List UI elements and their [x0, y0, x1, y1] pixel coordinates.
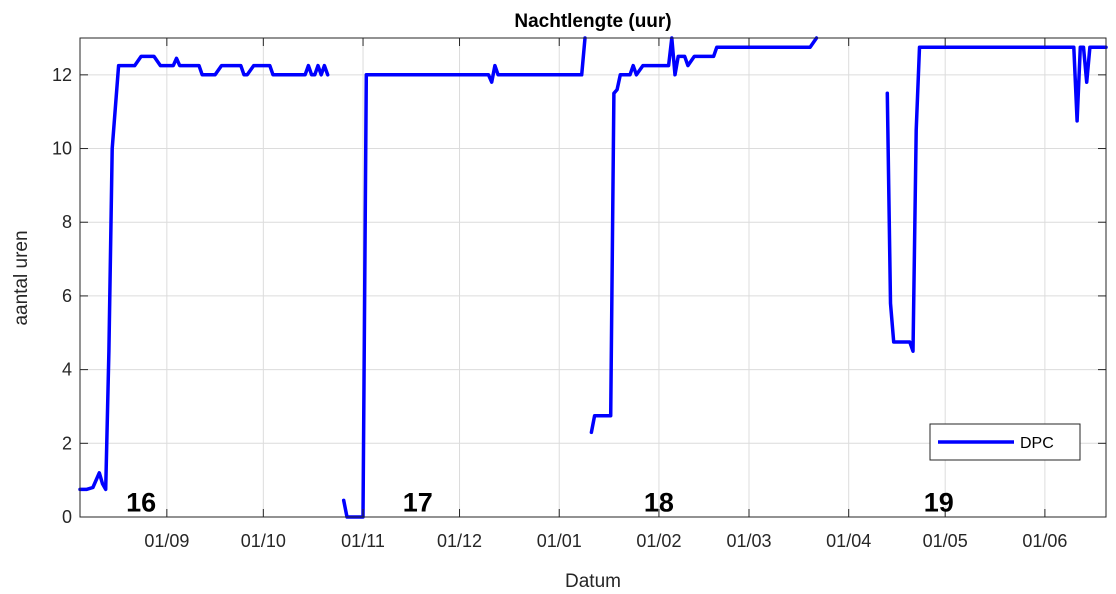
- annotations: 16 17 18 19: [126, 487, 954, 517]
- x-tick-label: 01/06: [1022, 531, 1067, 551]
- y-axis-label: aantal uren: [11, 230, 32, 325]
- legend: DPC: [929, 423, 1081, 461]
- x-tick-label: 01/12: [437, 531, 482, 551]
- y-tick-label: 0: [62, 507, 72, 527]
- x-tick-label: 01/02: [636, 531, 681, 551]
- season-label: 17: [403, 487, 433, 517]
- x-tick-label: 01/11: [341, 531, 385, 551]
- x-tick-label: 01/10: [241, 531, 286, 551]
- y-tick-label: 12: [52, 65, 72, 85]
- y-tick-label: 10: [52, 139, 72, 159]
- season-label: 19: [924, 487, 954, 517]
- season-label: 16: [126, 487, 156, 517]
- season-label: 18: [644, 487, 674, 517]
- series-line-dpc-segment-4: [885, 45, 1108, 353]
- y-tick-label: 6: [62, 286, 72, 306]
- series-line-dpc-segment-1: [78, 54, 330, 492]
- x-tick-label: 01/04: [826, 531, 871, 551]
- y-tick-label: 8: [62, 212, 72, 232]
- legend-label-dpc: DPC: [1020, 435, 1054, 452]
- chart-title: Nachtlengte (uur): [514, 11, 671, 32]
- x-axis-label: Datum: [565, 571, 621, 592]
- axis-ticks: 0 2 4 6 8 10 12 01/09 01/10 01/11 01/12 01/01 01/02 0…: [52, 38, 1106, 551]
- x-tick-label: 01/09: [144, 531, 189, 551]
- x-tick-label: 01/05: [923, 531, 968, 551]
- plot-frame: [79, 37, 1107, 518]
- x-tick-label: 01/01: [537, 531, 582, 551]
- y-tick-label: 4: [62, 360, 72, 380]
- series-line-dpc-segment-3: [589, 36, 819, 435]
- x-tick-label: 01/03: [726, 531, 771, 551]
- y-tick-label: 2: [62, 433, 72, 453]
